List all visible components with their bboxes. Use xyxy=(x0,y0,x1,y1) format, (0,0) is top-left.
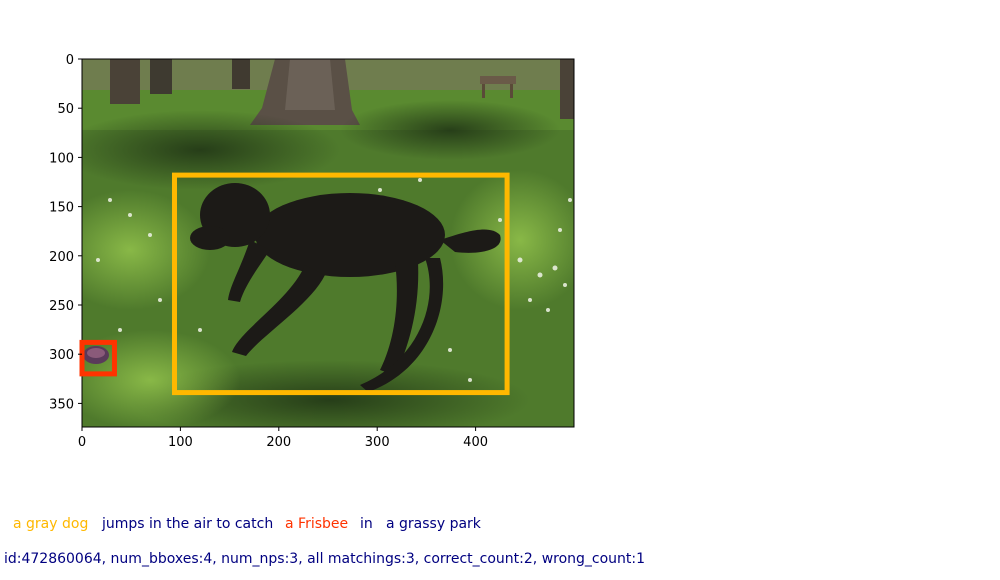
x-tick-label: 100 xyxy=(168,435,193,450)
x-tick-label: 200 xyxy=(266,435,291,450)
x-tick-label: 400 xyxy=(463,435,488,450)
y-axis: 0 50 100 150 200 250 300 350 xyxy=(49,53,82,412)
x-tick-label: 300 xyxy=(365,435,390,450)
meta-info: id:472860064, num_bboxes:4, num_nps:3, a… xyxy=(4,551,645,567)
y-tick-label: 150 xyxy=(49,201,74,216)
y-tick-label: 250 xyxy=(49,299,74,314)
caption-phrase-dog: a gray dog xyxy=(13,516,88,532)
x-tick-label: 0 xyxy=(78,435,86,450)
y-tick-label: 0 xyxy=(66,53,74,68)
caption-text-jumps: jumps in the air to catch xyxy=(102,516,273,532)
y-tick-label: 350 xyxy=(49,397,74,412)
y-tick-label: 200 xyxy=(49,250,74,265)
y-tick-label: 50 xyxy=(57,102,74,117)
caption-text-in: in xyxy=(360,516,373,532)
y-tick-label: 300 xyxy=(49,348,74,363)
caption-phrase-frisbee: a Frisbee xyxy=(285,516,348,532)
y-tick-label: 100 xyxy=(49,151,74,166)
x-axis: 0 100 200 300 400 xyxy=(78,427,488,450)
caption-phrase-park: a grassy park xyxy=(386,516,481,532)
